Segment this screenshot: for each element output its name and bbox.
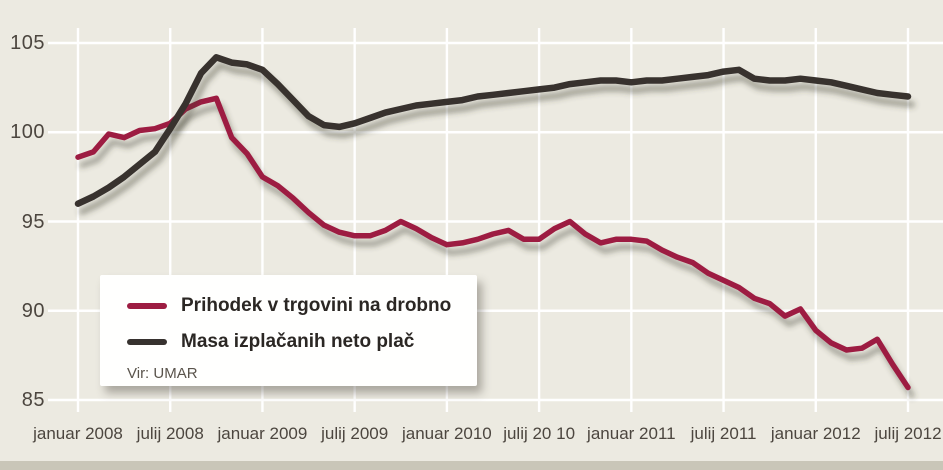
y-tick-label: 95 (21, 210, 45, 233)
y-tick-label: 85 (21, 389, 45, 411)
legend-label-wages: Masa izplačanih neto plač (181, 331, 415, 352)
bottom-bar (0, 461, 943, 470)
y-tick-label: 90 (21, 299, 45, 322)
y-axis: 105 100 95 90 85 (0, 0, 45, 470)
black-line-swatch-icon (127, 339, 167, 345)
x-tick-label: januar 2009 (217, 424, 308, 443)
y-tick-label: 100 (10, 121, 45, 144)
x-tick-label: julij 2011 (690, 424, 757, 443)
x-tick-label: julij 20 10 (503, 424, 576, 443)
legend-label-retail: Prihodek v trgovini na drobno (181, 295, 452, 316)
series-line-retail (75, 95, 911, 391)
x-tick-label: januar 2011 (587, 424, 676, 443)
x-tick-label: julij 2008 (136, 424, 204, 443)
legend-item-wages: Masa izplačanih neto plač (127, 324, 477, 360)
y-tick-label: 105 (10, 32, 45, 54)
red-line-swatch-icon (127, 303, 167, 309)
series-line-wages (74, 54, 912, 207)
legend-item-retail: Prihodek v trgovini na drobno (127, 288, 477, 324)
x-tick-label: julij 2012 (874, 424, 942, 443)
x-tick-label: januar 2012 (770, 424, 861, 443)
x-tick-label: januar 2010 (401, 424, 492, 443)
legend: Prihodek v trgovini na drobno Masa izpla… (100, 275, 477, 386)
source-label: Vir: UMAR (127, 365, 198, 382)
x-tick-label: julij 2009 (321, 424, 389, 443)
x-tick-label: januar 2008 (33, 424, 123, 443)
